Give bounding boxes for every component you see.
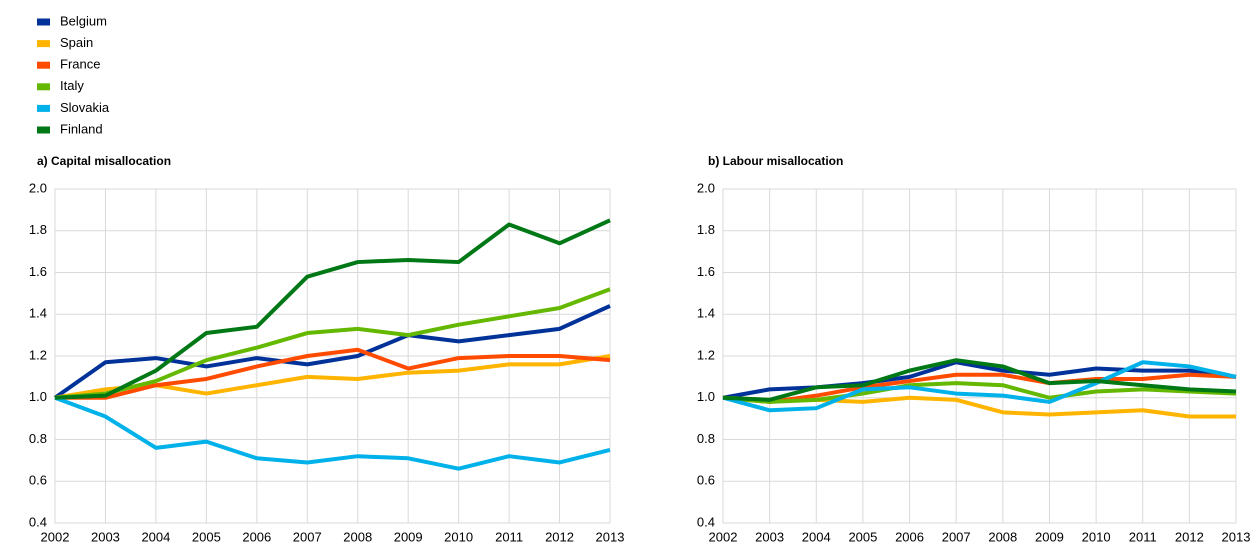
x-tick-label: 2003 [755,529,784,544]
y-tick-label: 2.0 [29,180,47,195]
y-tick-label: 0.8 [697,431,715,446]
line-series [54,287,611,400]
x-tick-label: 2008 [343,529,372,544]
y-tick-label: 0.6 [29,473,47,488]
legend-label: Slovakia [60,100,110,115]
y-tick-label: 1.6 [29,264,47,279]
line-series [55,347,611,400]
line-series [722,381,1237,404]
y-tick-label: 0.8 [29,431,47,446]
x-tick-label: 2009 [394,529,423,544]
x-tick-label: 2010 [1082,529,1111,544]
x-tick-label: 2012 [545,529,574,544]
y-tick-label: 0.4 [29,514,47,529]
legend-label: Spain [60,35,93,50]
y-tick-label: 1.4 [697,306,715,321]
y-tick-label: 1.2 [697,347,715,362]
legend-label: Belgium [60,13,107,28]
x-tick-label: 2005 [848,529,877,544]
y-tick-label: 1.0 [697,389,715,404]
legend-swatch [37,18,50,26]
line-series [54,218,611,400]
x-tick-label: 2013 [1222,529,1251,544]
x-tick-label: 2007 [293,529,322,544]
legend-label: France [60,57,100,72]
y-tick-label: 1.8 [29,222,47,237]
x-tick-label: 2012 [1175,529,1204,544]
x-tick-label: 2006 [895,529,924,544]
x-tick-label: 2004 [141,529,170,544]
x-tick-label: 2006 [242,529,271,544]
legend-swatch [37,126,50,134]
x-tick-label: 2013 [596,529,625,544]
line-series [722,372,1237,404]
x-tick-label: 2008 [988,529,1017,544]
legend-label: Finland [60,121,103,136]
x-tick-label: 2002 [41,529,70,544]
x-tick-label: 2011 [495,529,523,544]
y-tick-label: 2.0 [697,180,715,195]
x-tick-label: 2009 [1035,529,1064,544]
chart-title: b) Labour misallocation [708,154,843,168]
line-series [722,358,1237,402]
legend-label: Italy [60,78,84,93]
y-tick-label: 1.0 [29,389,47,404]
line-series [722,360,1237,413]
legend-swatch [37,61,50,69]
y-tick-label: 1.4 [29,306,47,321]
legend-swatch [37,104,50,112]
line-series [53,304,611,400]
legend-swatch [37,83,50,91]
line-series [54,395,611,471]
y-tick-label: 1.6 [697,264,715,279]
y-tick-label: 0.4 [697,514,715,529]
y-tick-label: 0.6 [697,473,715,488]
y-tick-label: 1.2 [29,347,47,362]
x-tick-label: 2003 [91,529,120,544]
x-tick-label: 2007 [942,529,971,544]
y-tick-label: 1.8 [697,222,715,237]
chart-title: a) Capital misallocation [37,154,171,168]
x-tick-label: 2004 [802,529,831,544]
legend-swatch [37,40,50,48]
x-tick-label: 2011 [1129,529,1157,544]
x-tick-label: 2005 [192,529,221,544]
x-tick-label: 2010 [444,529,473,544]
x-tick-label: 2002 [709,529,738,544]
